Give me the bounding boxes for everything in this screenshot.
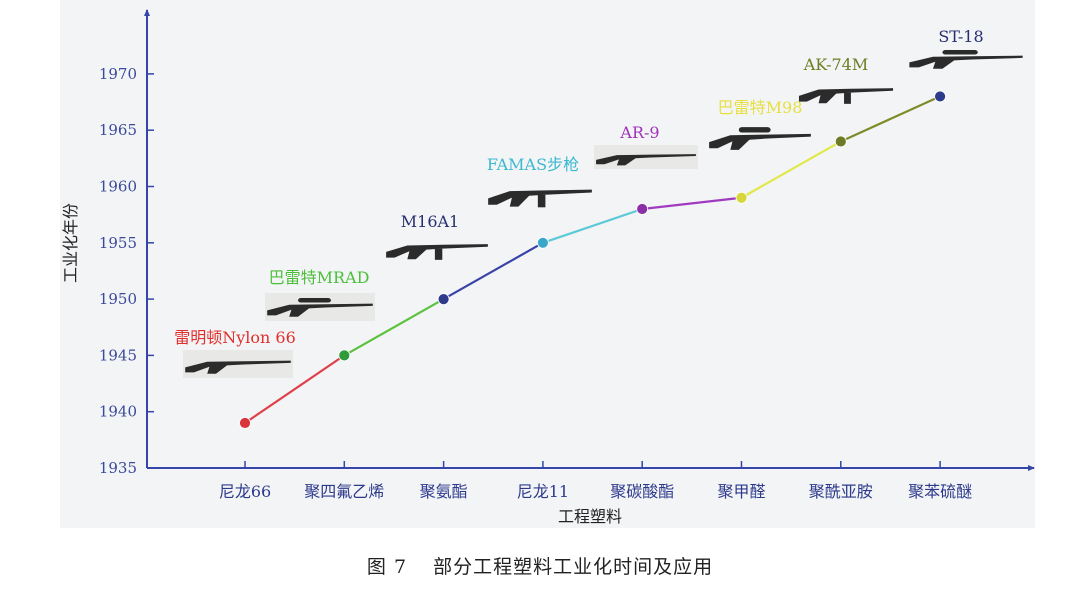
weapon-magazine	[537, 194, 546, 208]
y-axis-title: 工业化年份	[61, 203, 80, 283]
weapon-image	[488, 189, 592, 208]
x-tick-label: 聚四氟乙烯	[304, 482, 384, 501]
y-tick-label: 1955	[99, 234, 137, 252]
line-segment	[642, 196, 742, 211]
weapon-scope	[942, 50, 978, 55]
weapon-silhouette	[386, 244, 488, 260]
x-tick-label: 聚甲醛	[717, 482, 765, 501]
figure-number: 图 7	[366, 556, 408, 578]
weapon-silhouette	[185, 360, 291, 374]
y-tick-label: 1945	[99, 346, 137, 364]
annotation-label: AR-9	[619, 123, 659, 142]
annotation-label: 巴雷特MRAD	[269, 268, 370, 287]
weapon-silhouette	[709, 133, 811, 150]
axes: 1935 1940 1945 1950 1955 1960 1965 1970 尼龙66 聚四氟乙…	[61, 9, 1035, 526]
annotation-label: ST-18	[938, 27, 983, 46]
data-point	[537, 236, 549, 249]
weapon-silhouette	[267, 303, 373, 317]
y-tick-label: 1950	[99, 290, 137, 308]
annotation-label: 雷明顿Nylon 66	[174, 328, 296, 347]
weapon-image	[594, 145, 698, 169]
y-tick-label: 1970	[99, 65, 137, 83]
data-point	[636, 203, 649, 215]
weapon-image	[709, 127, 811, 150]
x-tick-label: 聚苯硫醚	[908, 482, 972, 501]
annotation-label: 巴雷特M98	[718, 98, 803, 117]
weapon-images	[183, 50, 1023, 378]
weapon-image	[183, 350, 293, 378]
plot-background	[60, 0, 1035, 528]
weapon-silhouette	[596, 154, 696, 166]
weapon-image	[265, 293, 375, 321]
data-point	[834, 135, 847, 148]
annotation-labels: 雷明顿Nylon 66 巴雷特MRAD M16A1 FAMAS步枪 AR-9 巴雷特M98…	[174, 27, 983, 347]
annotation-label: AK-74M	[803, 55, 869, 74]
y-tick-label: 1935	[99, 459, 137, 477]
line-segment	[443, 241, 544, 301]
annotation-label: M16A1	[401, 212, 459, 231]
weapon-silhouette	[488, 189, 592, 207]
weapon-silhouette	[798, 88, 894, 104]
x-tick-label: 聚酰亚胺	[809, 482, 873, 501]
weapon-silhouette	[909, 55, 1023, 69]
x-tick-label: 尼龙11	[517, 482, 569, 501]
y-tick-label: 1960	[99, 178, 137, 196]
weapon-image	[386, 244, 488, 260]
x-tick-label: 尼龙66	[219, 482, 271, 501]
data-point	[437, 293, 450, 306]
line-chart: 1935 1940 1945 1950 1955 1960 1965 1970 尼龙66 聚四氟乙…	[61, 9, 1035, 526]
line-segment	[840, 95, 941, 143]
series-line	[239, 90, 946, 429]
weapon-image	[798, 88, 894, 104]
line-segment	[740, 140, 842, 199]
y-tick-label: 1940	[99, 403, 137, 421]
weapon-image	[909, 50, 1023, 69]
data-point	[934, 90, 946, 103]
weapon-magazine	[434, 248, 443, 260]
data-point	[338, 349, 351, 362]
weapon-magazine	[844, 92, 851, 104]
y-tick-label: 1965	[99, 121, 137, 139]
line-segment	[343, 298, 445, 357]
caption-text: 部分工程塑料工业化时间及应用	[433, 556, 714, 578]
data-point	[735, 191, 748, 204]
data-point	[239, 417, 251, 429]
x-axis-title: 工程塑料	[558, 507, 622, 526]
weapon-scope	[298, 298, 331, 303]
weapon-scope	[738, 127, 771, 133]
annotation-label: FAMAS步枪	[487, 155, 579, 174]
line-segment	[244, 354, 345, 424]
x-tick-label: 聚碳酸酯	[610, 482, 674, 501]
figure-caption: 图 7 部分工程塑料工业化时间及应用	[0, 552, 1080, 579]
x-tick-label: 聚氨酯	[420, 482, 468, 501]
line-segment	[542, 207, 643, 244]
